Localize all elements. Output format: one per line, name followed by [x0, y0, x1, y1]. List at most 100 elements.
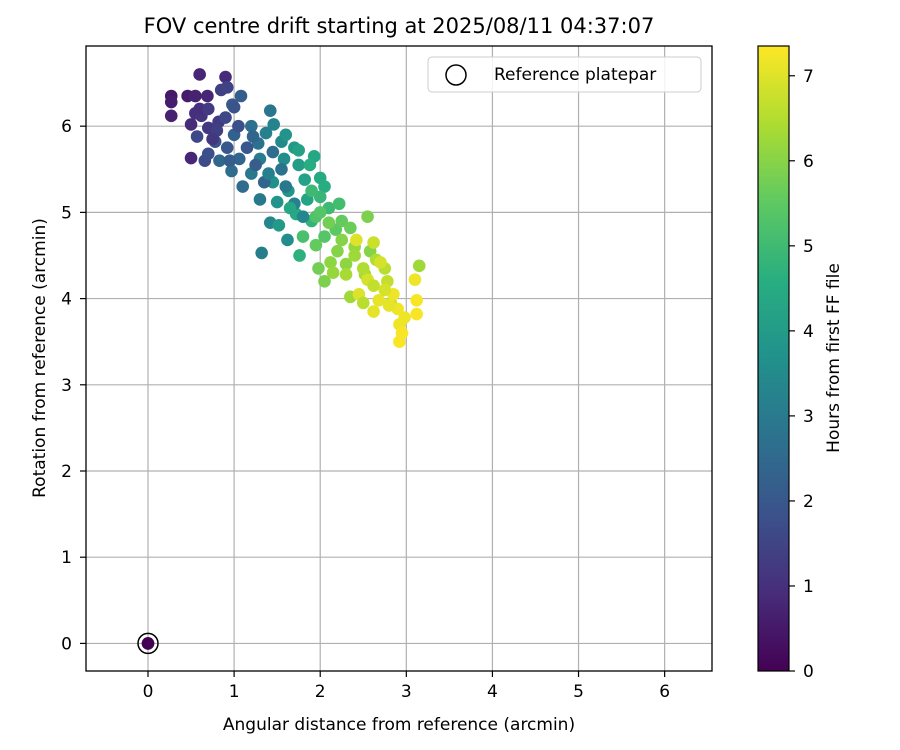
scatter-point — [322, 216, 336, 230]
reference-marker — [137, 632, 159, 655]
plot-frame — [85, 45, 713, 672]
y-axis-ticks: 0 1 2 3 4 5 6 — [61, 117, 86, 654]
scatter-point — [395, 326, 409, 340]
scatter-point — [332, 197, 346, 211]
scatter-point — [266, 145, 280, 159]
scatter-point — [249, 158, 262, 172]
scatter-point — [219, 111, 232, 124]
scatter-point — [398, 311, 411, 324]
scatter-point — [410, 307, 423, 321]
y-tick-label: 3 — [61, 376, 72, 396]
y-tick-label: 6 — [61, 117, 72, 137]
scatter-point — [277, 152, 291, 166]
y-axis-label: Rotation from reference (arcmin) — [30, 218, 50, 498]
colorbar-ticks: 0 1 2 3 4 5 6 7 — [789, 67, 814, 682]
scatter-point — [382, 299, 396, 312]
scatter-point — [410, 294, 423, 307]
scatter-point — [272, 219, 286, 232]
scatter-point — [348, 249, 361, 262]
scatter-point — [344, 221, 357, 235]
reference-point-ring — [137, 632, 159, 655]
colorbar: 0 1 2 3 4 5 6 7 Hours from first FF file — [757, 45, 844, 682]
scatter-point — [298, 173, 312, 186]
colorbar-tick-label: 7 — [803, 67, 814, 87]
scatter-point — [190, 130, 204, 143]
scatter-point — [201, 89, 214, 103]
scatter-point — [245, 119, 258, 133]
scatter-point — [213, 154, 226, 167]
plot-area: 0 1 2 3 4 5 6 0 1 2 3 4 5 6 — [61, 45, 713, 702]
y-tick-label: 4 — [61, 290, 72, 310]
scatter-point — [312, 262, 325, 275]
x-tick-label: 0 — [143, 682, 154, 702]
colorbar-tick-label: 1 — [803, 577, 814, 597]
scatter-point — [303, 158, 317, 172]
scatter-point — [279, 128, 293, 142]
x-tick-label: 1 — [229, 682, 240, 702]
scatter-point — [234, 89, 248, 103]
scatter-point — [236, 180, 250, 193]
legend-marker-reference — [445, 64, 467, 86]
scatter-points — [141, 68, 426, 650]
scatter-point — [193, 68, 206, 81]
scatter-point — [326, 266, 340, 280]
scatter-point — [374, 256, 387, 269]
scatter-point — [184, 151, 198, 165]
scatter-point — [305, 184, 318, 198]
scatter-point — [350, 233, 363, 247]
scatter-point — [281, 233, 294, 247]
colorbar-tick-label: 0 — [803, 662, 814, 682]
scatter-point — [184, 118, 198, 131]
scatter-point — [356, 296, 370, 310]
scatter-point — [225, 164, 238, 178]
y-tick-label: 1 — [61, 548, 72, 568]
y-tick-label: 0 — [61, 634, 72, 654]
colorbar-tick-label: 5 — [803, 237, 814, 257]
scatter-point — [279, 180, 293, 193]
scatter-point — [232, 152, 246, 166]
scatter-point — [270, 195, 284, 209]
grid — [86, 46, 712, 671]
colorbar-label: Hours from first FF file — [824, 263, 844, 453]
scatter-point — [293, 249, 306, 262]
scatter-point — [220, 81, 234, 94]
scatter-point — [408, 273, 422, 286]
chart-title: FOV centre drift starting at 2025/08/11 … — [144, 14, 655, 38]
scatter-point — [335, 214, 349, 228]
scatter-point — [296, 230, 310, 243]
scatter-point — [259, 126, 273, 140]
scatter-point — [246, 130, 260, 143]
colorbar-tick-label: 3 — [803, 407, 814, 427]
scatter-point — [292, 158, 305, 172]
x-axis-label: Angular distance from reference (arcmin) — [223, 715, 575, 735]
scatter-point — [339, 268, 353, 281]
scatter-point — [361, 210, 374, 223]
reference-point — [141, 637, 155, 650]
legend: Reference platepar — [427, 56, 702, 93]
scatter-point — [164, 109, 178, 123]
scatter-point — [220, 141, 234, 155]
plot-background — [86, 46, 712, 671]
scatter-point — [339, 257, 353, 271]
scatter-point — [283, 201, 297, 215]
scatter-point — [296, 210, 310, 223]
scatter-point — [318, 230, 331, 243]
scatter-point — [292, 144, 305, 157]
scatter-point — [412, 259, 426, 273]
scatter-point — [193, 102, 206, 116]
y-tick-label: 5 — [61, 203, 72, 223]
scatter-point — [324, 256, 337, 269]
scatter-point — [313, 206, 327, 219]
scatter-point — [331, 244, 344, 258]
x-tick-label: 2 — [315, 682, 326, 702]
scatter-point — [219, 70, 232, 84]
scatter-point — [227, 100, 241, 114]
scatter-point — [267, 118, 281, 131]
scatter-point — [367, 279, 380, 292]
legend-label-reference: Reference platepar — [494, 65, 656, 85]
x-axis-ticks: 0 1 2 3 4 5 6 — [143, 671, 670, 702]
scatter-point — [356, 262, 370, 275]
scatter-point — [378, 283, 392, 297]
scatter-point — [253, 193, 267, 206]
